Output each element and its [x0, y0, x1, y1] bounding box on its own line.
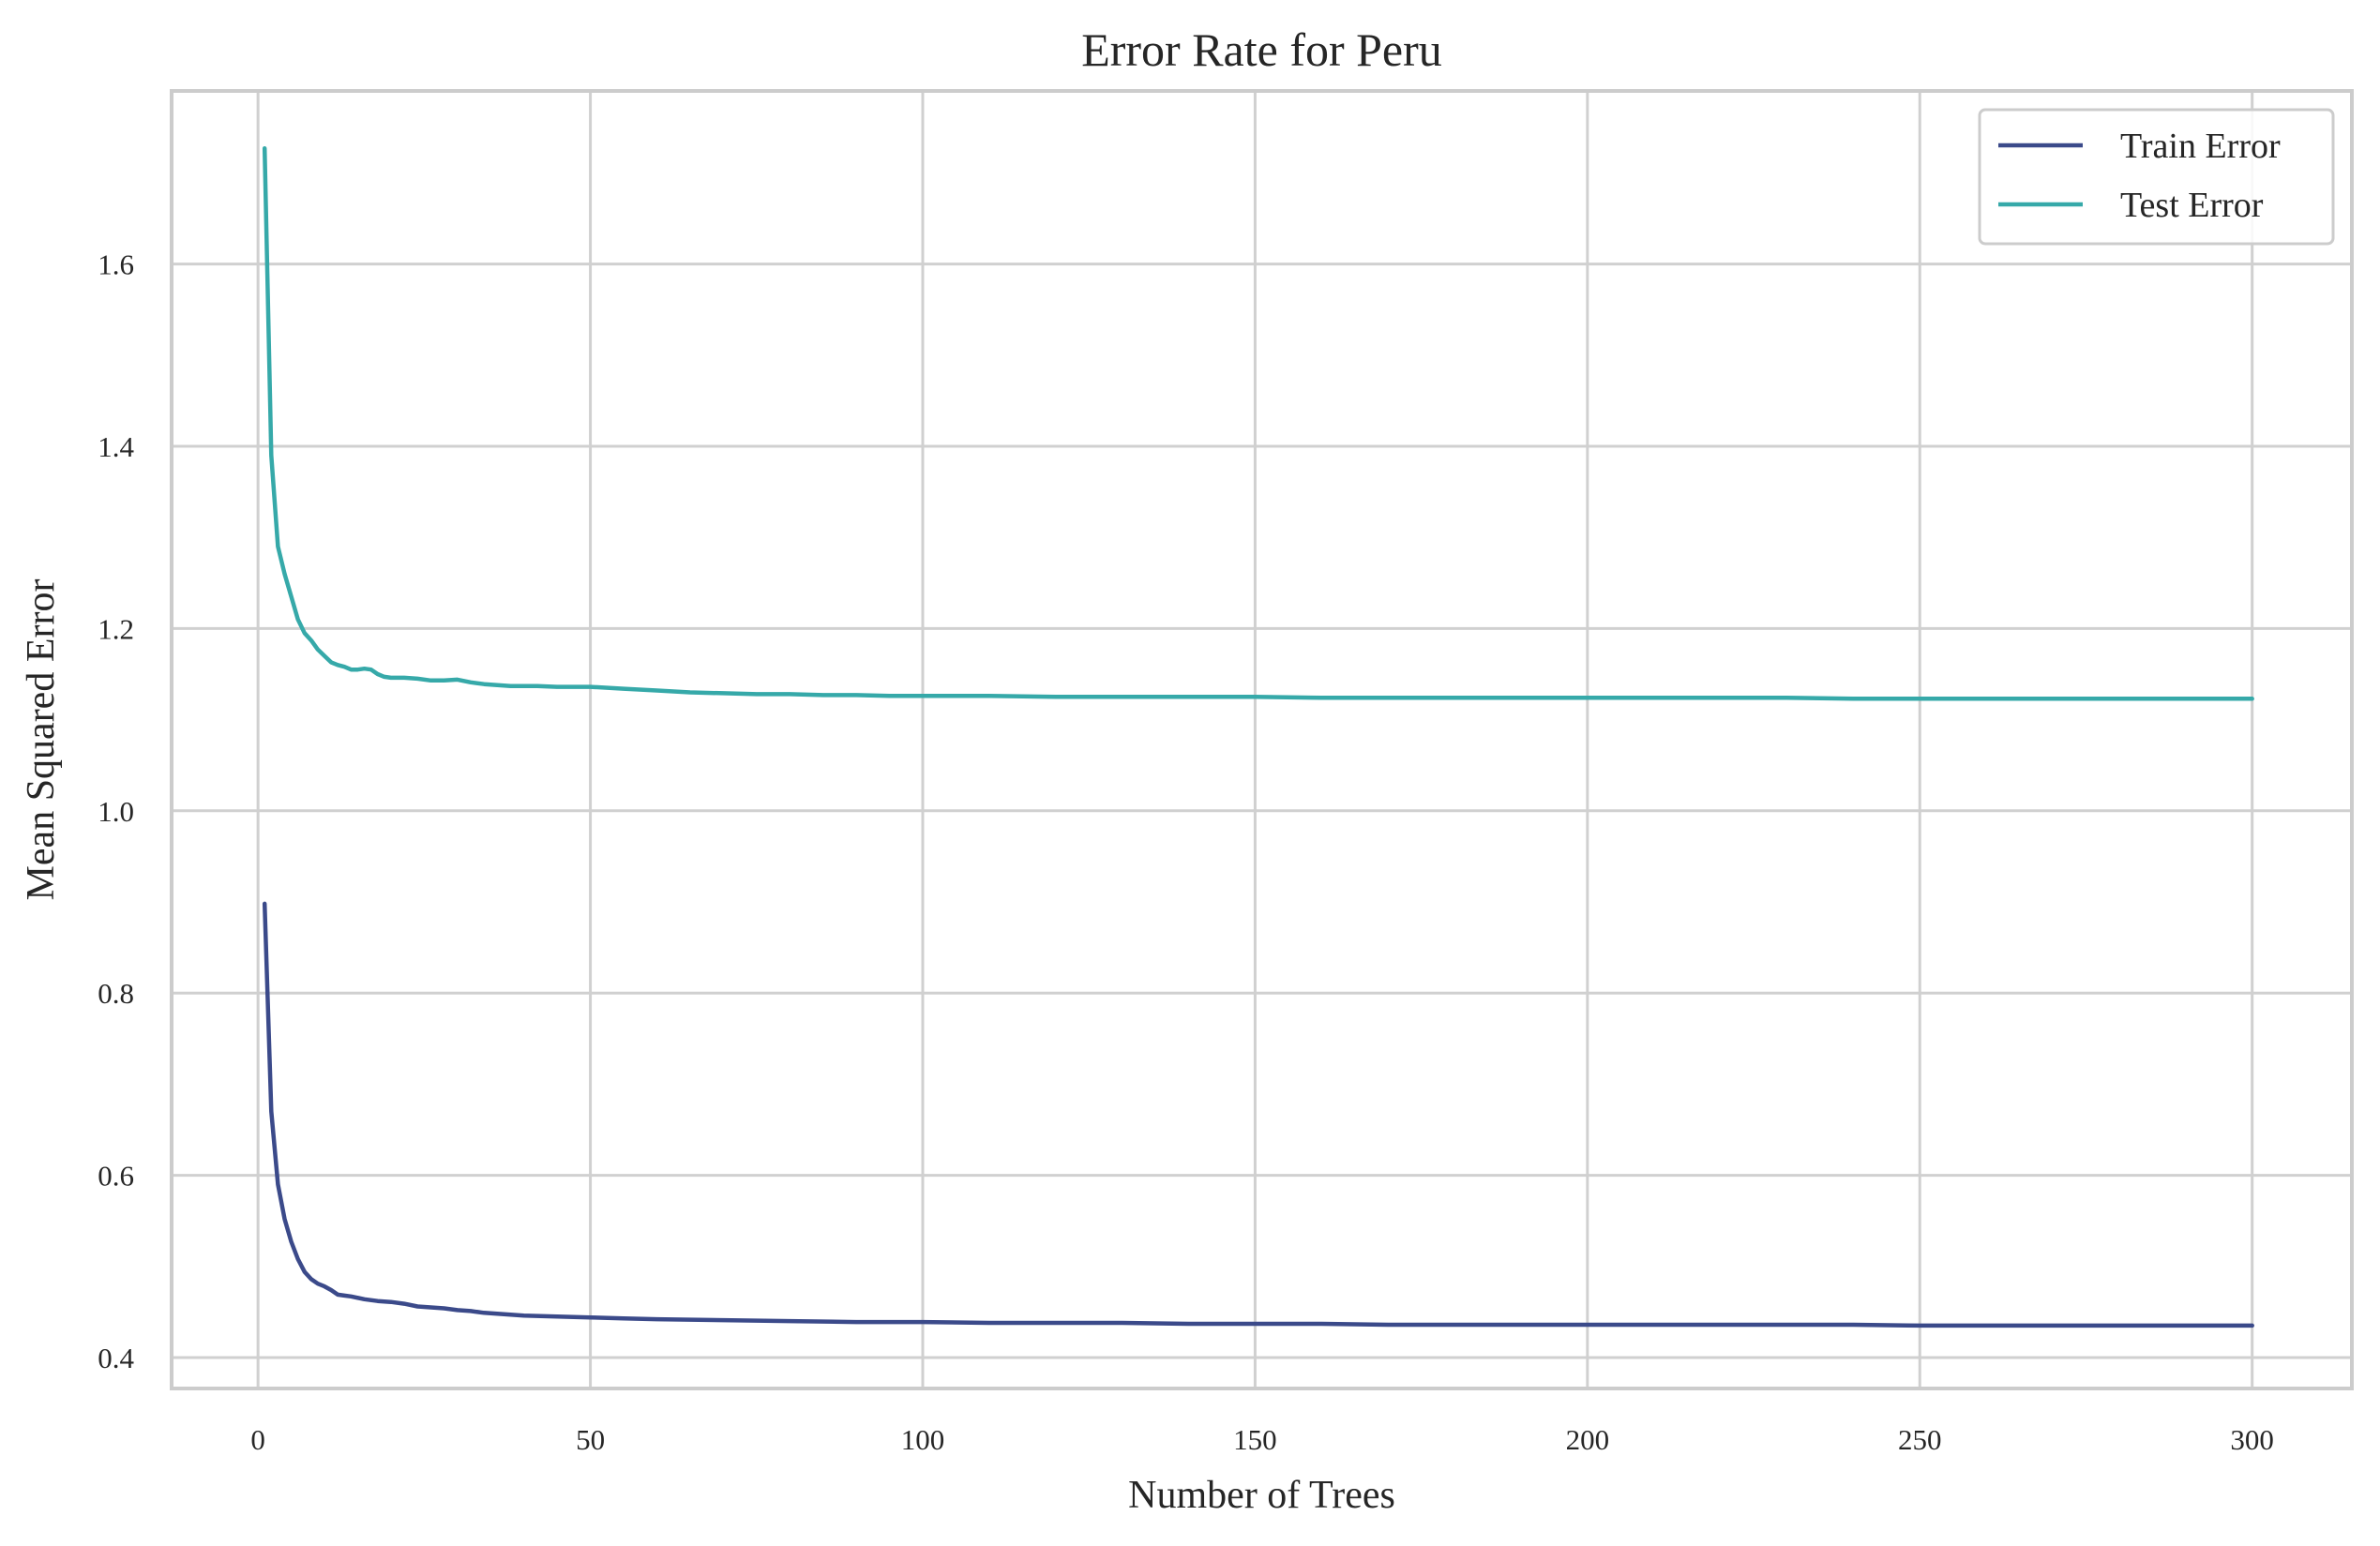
y-tick-label: 1.2: [98, 612, 134, 645]
y-tick-label: 0.4: [98, 1342, 134, 1374]
x-tick-label: 50: [576, 1423, 605, 1456]
y-tick-label: 1.6: [98, 248, 134, 281]
chart-title: Error Rate for Peru: [1081, 23, 1442, 76]
y-axis-label: Mean Squared Error: [20, 579, 63, 901]
plot-frame: [170, 89, 2354, 1390]
x-tick-label: 250: [1898, 1423, 1942, 1456]
legend-label-test-error: Test Error: [2120, 186, 2264, 225]
y-tick-label: 1.4: [98, 430, 134, 463]
x-tick-label: 150: [1233, 1423, 1277, 1456]
y-tick-label: 1.0: [98, 795, 134, 828]
grid-lines: [172, 91, 2352, 1388]
y-tick-labels: 0.4 0.6 0.8 1.0 1.2 1.4 1.6: [98, 248, 134, 1374]
legend-label-train-error: Train Error: [2120, 127, 2281, 166]
series-line-test-error: [262, 145, 2254, 701]
y-tick-label: 0.6: [98, 1160, 134, 1193]
x-tick-label: 200: [1566, 1423, 1610, 1456]
x-tick-label: 0: [250, 1423, 265, 1456]
x-axis-label: Number of Trees: [1128, 1474, 1395, 1517]
series-line-train-error: [262, 901, 2254, 1328]
legend: Train Error Test Error: [1978, 108, 2335, 246]
x-tick-label: 300: [2230, 1423, 2274, 1456]
y-tick-label: 0.8: [98, 977, 134, 1010]
series-layer: [262, 145, 2254, 1328]
x-tick-label: 100: [901, 1423, 945, 1456]
x-tick-labels: 0 50 100 150 200 250 300: [250, 1423, 2274, 1456]
